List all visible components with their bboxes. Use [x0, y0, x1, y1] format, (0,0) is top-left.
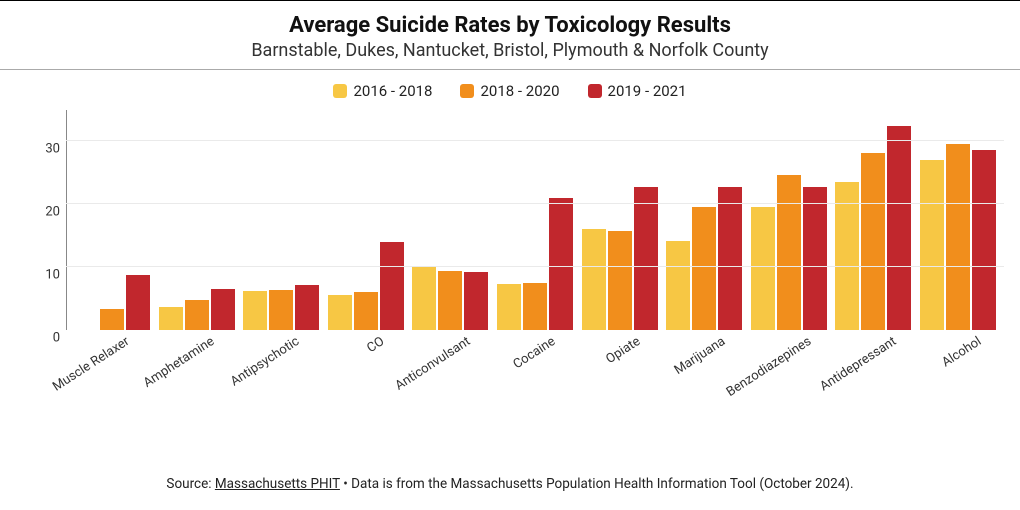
bar[interactable] [380, 242, 404, 330]
bar-group [577, 187, 662, 330]
bar-group [662, 187, 747, 330]
bar-group [324, 242, 409, 330]
bar-group [493, 198, 578, 330]
bar[interactable] [295, 285, 319, 330]
legend-label: 2016 - 2018 [353, 82, 432, 100]
bar[interactable] [920, 160, 944, 330]
bars-region [66, 110, 1004, 330]
bar[interactable] [972, 150, 996, 330]
bar[interactable] [887, 126, 911, 330]
bar[interactable] [354, 292, 378, 330]
chart-title: Average Suicide Rates by Toxicology Resu… [0, 13, 1020, 38]
bar[interactable] [464, 272, 488, 330]
chart-container: Average Suicide Rates by Toxicology Resu… [0, 0, 1020, 510]
legend-swatch-icon [588, 84, 602, 98]
y-tick-label: 10 [45, 268, 60, 283]
bar[interactable] [718, 187, 742, 330]
legend: 2016 - 2018 2018 - 2020 2019 - 2021 [0, 70, 1020, 110]
bar[interactable] [126, 275, 150, 330]
bar[interactable] [692, 207, 716, 330]
bar[interactable] [803, 187, 827, 330]
legend-swatch-icon [333, 84, 347, 98]
bar-group [831, 126, 916, 330]
bar[interactable] [438, 271, 462, 330]
bar[interactable] [243, 291, 267, 330]
bar[interactable] [777, 175, 801, 330]
legend-item[interactable]: 2019 - 2021 [588, 82, 687, 100]
footer-prefix: Source: [166, 476, 214, 492]
bar[interactable] [634, 187, 658, 330]
bar-group [155, 289, 240, 330]
bar[interactable] [582, 229, 606, 330]
y-tick-label: 20 [45, 205, 60, 220]
bar-group [746, 175, 831, 330]
legend-swatch-icon [460, 84, 474, 98]
bar-group [408, 267, 493, 330]
legend-item[interactable]: 2016 - 2018 [333, 82, 432, 100]
plot-area: 0 10 20 30 Muscle RelaxerAmphetamineAntipsy… [16, 110, 1004, 370]
bar[interactable] [328, 295, 352, 330]
bar[interactable] [269, 290, 293, 330]
legend-label: 2018 - 2020 [480, 82, 559, 100]
bar[interactable] [946, 144, 970, 330]
footer-suffix: • Data is from the Massachusetts Populat… [340, 476, 854, 492]
bar-group [239, 285, 324, 330]
bar[interactable] [751, 207, 775, 330]
y-tick-label: 30 [45, 142, 60, 157]
bar[interactable] [159, 307, 183, 330]
bar-group [70, 275, 155, 330]
source-link[interactable]: Massachusetts PHIT [215, 476, 340, 492]
bar[interactable] [666, 241, 690, 330]
y-axis: 0102030 [16, 110, 66, 330]
bar[interactable] [608, 231, 632, 330]
bar[interactable] [100, 309, 124, 330]
legend-label: 2019 - 2021 [608, 82, 687, 100]
bar[interactable] [861, 153, 885, 330]
title-block: Average Suicide Rates by Toxicology Resu… [0, 1, 1020, 69]
bar[interactable] [412, 267, 436, 330]
x-axis-labels: Muscle RelaxerAmphetamineAntipsychoticCO… [66, 330, 1004, 370]
gridline [66, 203, 1004, 204]
y-tick-label: 0 [53, 331, 60, 346]
bar[interactable] [185, 300, 209, 330]
gridline [66, 266, 1004, 267]
bar[interactable] [549, 198, 573, 330]
gridline [66, 140, 1004, 141]
bar[interactable] [523, 283, 547, 330]
bar[interactable] [497, 284, 521, 330]
chart-subtitle: Barnstable, Dukes, Nantucket, Bristol, P… [0, 40, 1020, 61]
footer-caption: Source: Massachusetts PHIT • Data is fro… [0, 476, 1020, 492]
bar-group [915, 144, 1000, 330]
bar[interactable] [211, 289, 235, 330]
legend-item[interactable]: 2018 - 2020 [460, 82, 559, 100]
